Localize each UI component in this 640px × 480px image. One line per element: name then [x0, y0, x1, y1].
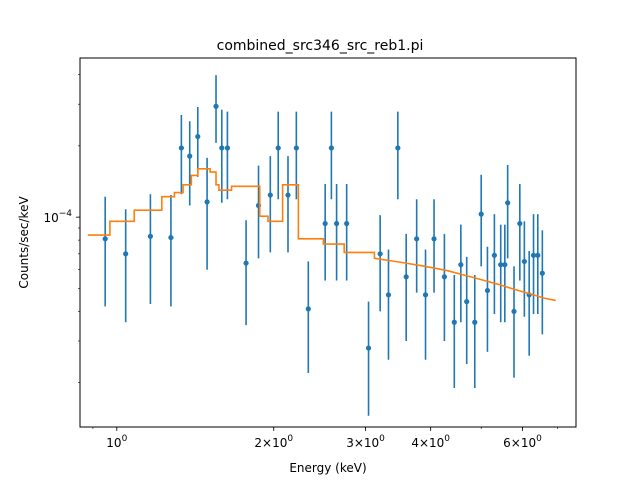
data-point	[403, 274, 409, 280]
data-point	[243, 260, 249, 266]
data-point	[187, 153, 193, 159]
data-point	[322, 220, 328, 227]
data-point	[505, 200, 511, 206]
model-line	[87, 168, 556, 302]
data-point	[224, 145, 231, 151]
data-point	[521, 258, 527, 265]
data-point	[451, 319, 457, 325]
data-point	[275, 145, 281, 151]
data-point	[441, 274, 448, 280]
data-point	[395, 145, 401, 151]
data-point	[328, 145, 334, 151]
data-point	[168, 234, 174, 241]
x-tick-label: 3×100	[346, 434, 385, 450]
data-point	[464, 299, 470, 305]
data-point	[219, 145, 225, 151]
y-tick-label: 10−4	[43, 209, 72, 225]
data-point	[285, 192, 291, 198]
data-point	[517, 220, 523, 227]
data-point	[147, 233, 154, 239]
data-point	[539, 270, 545, 276]
data-point	[491, 252, 497, 258]
data-point	[535, 252, 541, 258]
data-point	[484, 287, 491, 294]
data-point	[414, 236, 420, 242]
y-axis-label: Counts/sec/keV	[17, 196, 31, 289]
data-point	[511, 308, 517, 315]
data-point	[344, 220, 350, 227]
axes-frame	[79, 57, 577, 428]
data-point	[377, 251, 383, 257]
data-point	[365, 345, 372, 351]
data-point	[458, 262, 464, 268]
data-point	[431, 236, 437, 242]
data-point	[293, 145, 299, 151]
data-point	[213, 103, 219, 109]
x-axis-label: Energy (keV)	[289, 461, 366, 475]
data-point	[178, 145, 184, 151]
data-point	[498, 262, 504, 268]
x-tick-label: 4×100	[411, 434, 450, 450]
data-point	[472, 319, 478, 325]
data-point	[333, 220, 340, 227]
data-point	[204, 199, 210, 205]
x-tick-label: 100	[106, 434, 127, 450]
x-tick-label: 2×100	[254, 434, 293, 450]
data-point	[385, 292, 392, 298]
data-point	[530, 252, 537, 258]
data-point	[267, 192, 273, 198]
data-point	[305, 306, 311, 312]
data-point	[478, 211, 484, 217]
x-tick-label: 6×100	[503, 434, 542, 450]
data-point	[422, 292, 429, 298]
plot-content	[87, 75, 556, 416]
data-point	[123, 251, 129, 257]
chart-title: combined_src346_src_reb1.pi	[217, 38, 424, 54]
data-point	[102, 236, 108, 242]
data-point	[502, 262, 508, 268]
data-point	[195, 133, 201, 140]
